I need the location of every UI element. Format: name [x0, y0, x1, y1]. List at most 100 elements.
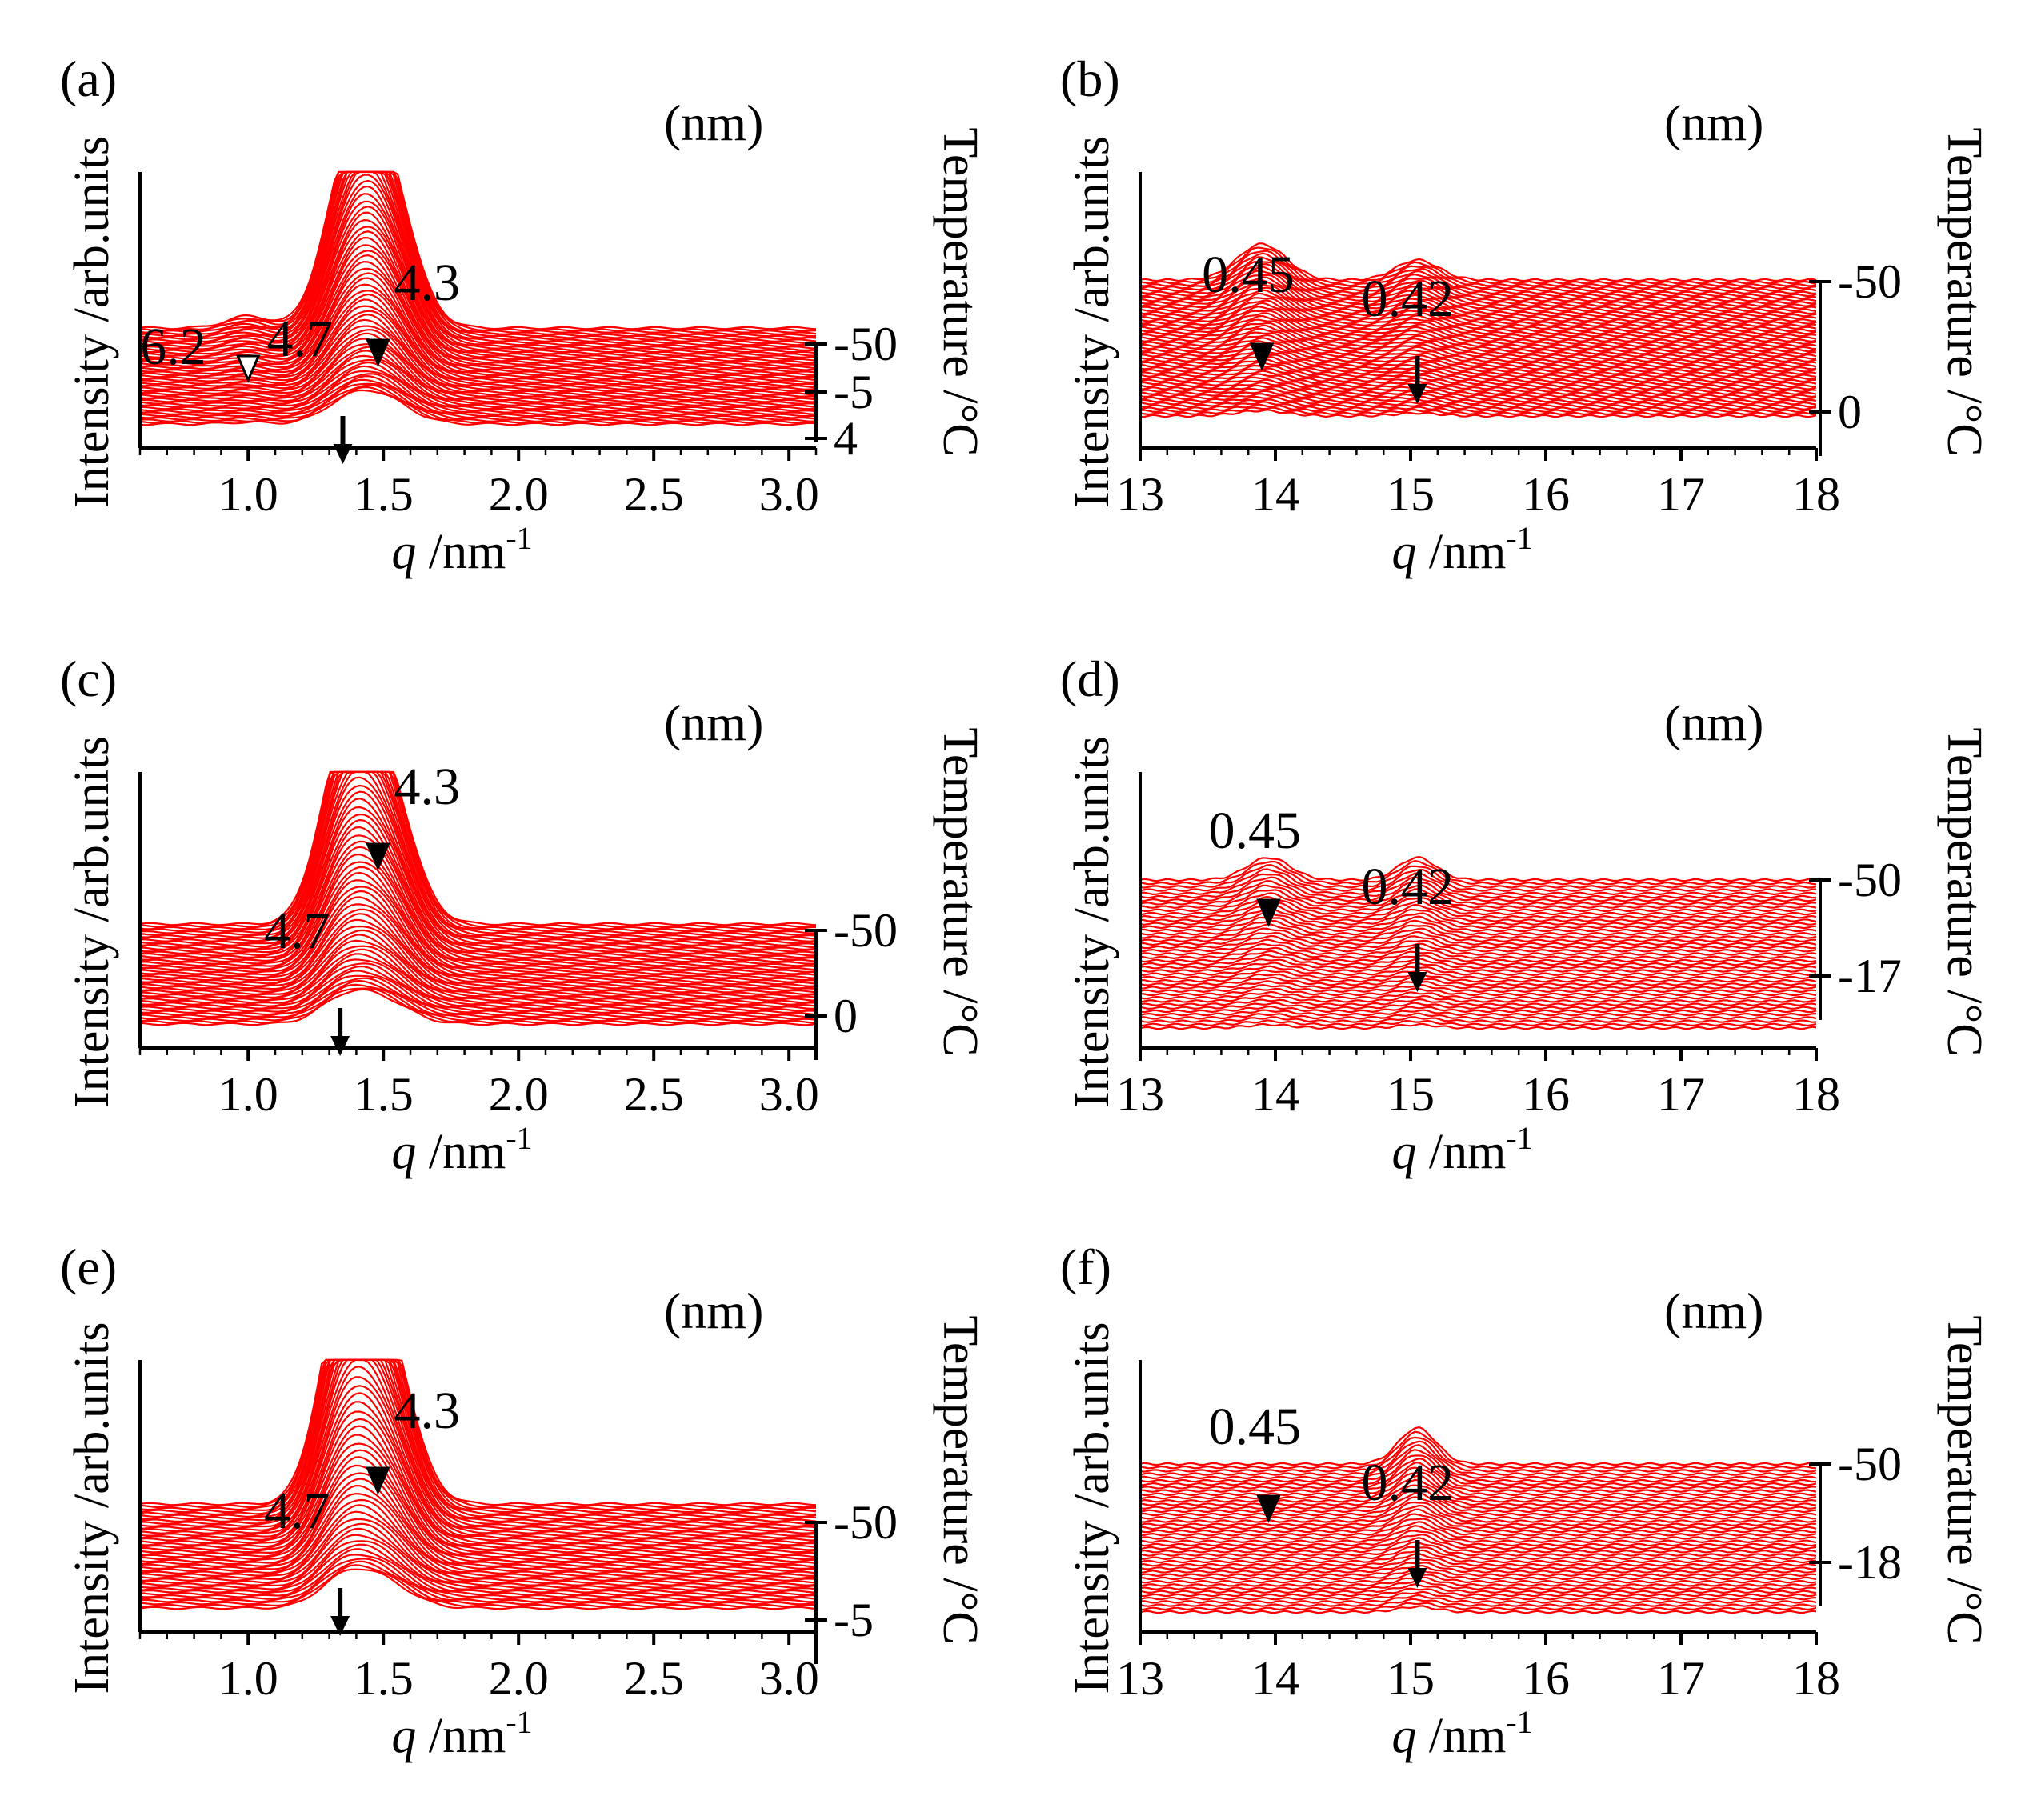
trace-line [139, 329, 817, 396]
trace-line [1139, 361, 1817, 375]
trace-line [139, 988, 817, 1026]
trace-line [139, 1493, 817, 1575]
trace-line [139, 1358, 817, 1518]
arrow-marker-head [1407, 1568, 1427, 1588]
trace-line [139, 987, 817, 1024]
trace-line [139, 1568, 817, 1610]
trace-line [1139, 286, 1817, 315]
trace-line [139, 1358, 817, 1516]
trace-line [139, 384, 817, 422]
trace-line [1139, 314, 1817, 338]
trace-line [1139, 1012, 1817, 1020]
trace-line [139, 813, 816, 957]
trace-line [139, 879, 817, 978]
trace-line [139, 1548, 816, 1598]
trace-line [139, 293, 817, 384]
x-axis-title-var: q [391, 525, 416, 579]
trace-line [139, 342, 817, 402]
trace-line [1139, 899, 1817, 919]
trace-line [1139, 1518, 1817, 1537]
trace-line [1139, 946, 1817, 960]
trace-line [1139, 1454, 1817, 1486]
filled-triangle-marker [366, 338, 390, 367]
trace-line [139, 1358, 817, 1532]
trace-line [1139, 403, 1817, 414]
traces [139, 1358, 817, 1614]
trace-line [1139, 1583, 1817, 1594]
trace-line [1139, 1590, 1817, 1601]
x-axis-title-var: q [391, 1125, 416, 1179]
traces [1139, 1426, 1817, 1614]
x-tick-label: 3.0 [759, 1652, 819, 1705]
x-tick-label: 1.0 [218, 1068, 278, 1121]
trace-line [139, 866, 817, 974]
x-axis-title-sup: -1 [1506, 520, 1532, 556]
x-tick-label: 15 [1387, 1068, 1435, 1121]
x-axis-title-sup: -1 [506, 1704, 532, 1740]
trace-line [1139, 1022, 1817, 1030]
x-axis-title-var: q [391, 1709, 416, 1763]
open-triangle-marker [235, 354, 261, 383]
trace-line [139, 939, 817, 1000]
y-axis-title: Intensity /arb.units [65, 736, 119, 1108]
trace-line [139, 382, 817, 421]
x-tick-label: 1.0 [218, 1652, 278, 1705]
panel-a: (a) (nm) 1.0 1.5 2.0 2.5 3.0 q /nm-1 Intensity /… [60, 50, 987, 579]
trace-line [1139, 1002, 1817, 1010]
trace-line [1139, 322, 1817, 342]
filled-triangle-marker [1249, 342, 1275, 371]
x-tick-label: 16 [1522, 1652, 1570, 1705]
x-axis-title-sup: -1 [1506, 1120, 1532, 1156]
trace-line [139, 1472, 816, 1568]
trace-line [139, 170, 817, 339]
peak-label: 0.45 [1209, 1398, 1302, 1456]
trace-line [139, 861, 817, 971]
traces [1139, 242, 1817, 418]
trace-line [139, 1560, 817, 1606]
x-tick-label: 17 [1657, 1652, 1705, 1705]
x-tick-label: 15 [1387, 1652, 1435, 1705]
trace-line [139, 170, 816, 334]
x-tick-label: 18 [1792, 468, 1840, 521]
temperature-tick-label: -5 [834, 1594, 874, 1646]
trace-line [1139, 1530, 1817, 1547]
trace-line [139, 170, 817, 336]
trace-line [139, 325, 817, 394]
trace-line [1140, 299, 1817, 325]
trace-line [139, 784, 817, 949]
temperature-tick-label: -18 [1838, 1536, 1902, 1589]
trace-line [139, 1376, 817, 1539]
trace-line [1139, 1594, 1817, 1604]
trace-line [139, 1358, 817, 1509]
filled-triangle-marker [1256, 1494, 1281, 1523]
trace-line [1139, 998, 1817, 1006]
trace-line [1139, 367, 1817, 381]
temperature-tick-label: -50 [834, 904, 898, 957]
trace-line [1139, 871, 1817, 896]
peak-label: 4.7 [264, 902, 330, 960]
trace-line [1139, 260, 1817, 295]
trace-line [139, 1442, 817, 1558]
trace-line [1140, 409, 1817, 418]
x-tick-label: 14 [1251, 1652, 1299, 1705]
trace-line [139, 834, 817, 963]
trace-line [139, 1527, 817, 1589]
x-tick-label: 17 [1657, 1068, 1705, 1121]
traces [1139, 855, 1817, 1030]
trace-line [139, 958, 817, 1008]
trace-line [1139, 911, 1817, 930]
trace-line [1140, 1502, 1817, 1523]
x-tick-label: 1.5 [354, 468, 414, 521]
trace-line [139, 1385, 817, 1542]
temperature-tick-label: 0 [834, 990, 858, 1042]
trace-line [139, 1534, 817, 1591]
trace-line [1139, 1009, 1817, 1017]
trace-line [1139, 274, 1817, 305]
x-axis-title: q /nm-1 [1391, 1704, 1532, 1763]
arrow-marker-head [1407, 972, 1427, 992]
trace-line [139, 770, 817, 941]
trace-line [1139, 942, 1817, 956]
y-axis-title: Intensity /arb.units [65, 136, 119, 508]
trace-line [1139, 884, 1817, 906]
trace-line [1139, 373, 1817, 386]
